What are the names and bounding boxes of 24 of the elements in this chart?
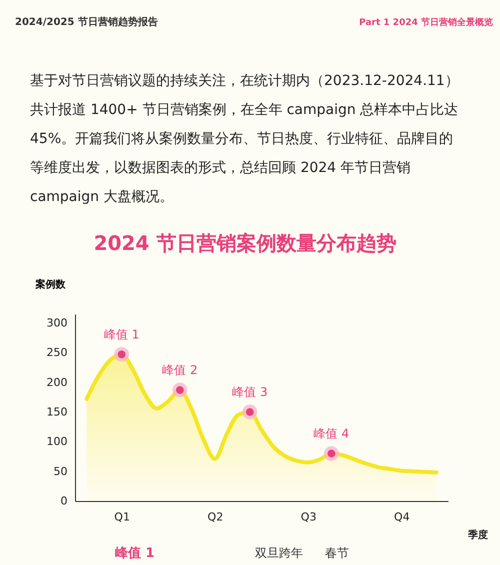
y-tick-label: 200	[46, 376, 68, 389]
x-axis-title: 季度	[467, 529, 488, 541]
text: 双旦跨年	[255, 546, 303, 560]
y-tick-label: 300	[46, 316, 68, 330]
y-tick-label: 100	[46, 435, 68, 448]
y-tick-label: 50	[54, 464, 68, 478]
x-tick-label: Q1	[114, 510, 130, 524]
text: Part 1 2024 节日营销全景概览	[359, 17, 493, 28]
y-tick-label: 250	[46, 346, 68, 360]
y-tick-label: 150	[46, 405, 68, 418]
data-label: 峰值 4	[314, 426, 350, 441]
x-tick-label: Q2	[208, 510, 224, 524]
text: 春节	[325, 546, 349, 560]
data-label: 峰值 1	[104, 327, 140, 342]
data-label: 峰值 2	[162, 362, 198, 377]
text: 峰值 1	[115, 546, 155, 561]
chart-title: 2024 节日营销案例数量分布趋势	[94, 231, 396, 255]
x-tick-label: Q4	[394, 510, 410, 524]
x-tick-label: Q3	[300, 510, 316, 524]
data-label: 峰值 3	[232, 384, 268, 399]
chart-subtitle: 基于对节日营销议题的持续关注，在统计期内（2023.12-2024.11）共计报道 1400+ 节日营销案例，在全年 campaign 总样本中占比达 45%。开篇我们将从案例数量分布、节日热度、行业特征、品牌目的等维度出发，以数据图表的形式，总结回顾 2024 年节日营销 campaign 大盘概况。	[30, 73, 459, 205]
text: 2024/2025 节日营销趋势报告	[15, 16, 158, 28]
y-axis-title: 案例数	[34, 278, 66, 290]
y-tick-label: 0	[60, 494, 68, 508]
